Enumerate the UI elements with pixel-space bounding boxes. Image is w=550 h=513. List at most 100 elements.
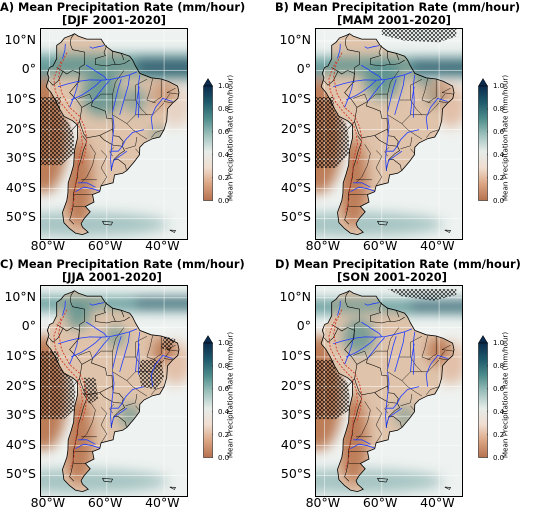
lat-tick-label: 20°S: [280, 120, 311, 136]
significance-hatching: [387, 289, 457, 301]
lon-tick-label: 60°W: [362, 238, 398, 253]
significance-hatching: [41, 97, 74, 166]
significance-hatching: [41, 351, 76, 420]
lon-tick-label: 40°W: [145, 495, 180, 510]
map-panel-c: C) Mean Precipitation Rate (mm/hour) [JJ…: [0, 257, 275, 513]
graticule: [41, 286, 187, 496]
lat-tick-label: 10°N: [4, 31, 36, 47]
colorbar-tick-label: 0.2: [493, 430, 505, 439]
significance-hatching: [316, 359, 350, 420]
colorbar-label: Mean Precipitation Rate (mm/hour): [500, 74, 510, 202]
colorbar-tick-label: 0.2: [218, 173, 230, 182]
lon-tick-label: 80°W: [30, 238, 66, 253]
rivers: [333, 43, 448, 193]
coastline: [320, 33, 455, 236]
colorbar-tick-label: 0.0: [218, 196, 230, 205]
coastline: [45, 33, 180, 236]
lon-tick-label: 80°W: [305, 495, 341, 510]
panel-title: B) Mean Precipitation Rate (mm/hour) [MA…: [275, 1, 545, 26]
lon-tick-label: 40°W: [420, 238, 455, 253]
lat-tick-label: 10°S: [280, 347, 311, 363]
lon-tick-label: 40°W: [145, 238, 180, 253]
panel-title: D) Mean Precipitation Rate (mm/hour) [SO…: [275, 258, 545, 283]
map-panel-b: B) Mean Precipitation Rate (mm/hour) [MA…: [275, 0, 550, 256]
colorbar-label: Mean Precipitation Rate (mm/hour): [225, 74, 235, 202]
precipitation-map: [315, 28, 463, 240]
lat-tick-label: 50°S: [280, 466, 311, 482]
lat-tick-label: 40°S: [5, 179, 36, 195]
title-line1: A) Mean Precipitation Rate (mm/hour): [0, 0, 246, 14]
rivers: [58, 300, 173, 450]
lat-tick-label: 0°: [21, 61, 36, 77]
title-line1: B) Mean Precipitation Rate (mm/hour): [275, 0, 521, 14]
lat-tick-label: 0°: [296, 61, 311, 77]
lat-tick-label: 40°S: [280, 179, 311, 195]
map-canvas: [41, 286, 187, 496]
lat-tick-label: 30°S: [280, 150, 311, 166]
colorbar-tick-label: 0.2: [218, 430, 230, 439]
precipitation-map: [40, 285, 188, 497]
colorbar-tick-label: 0.6: [493, 127, 505, 136]
colorbar-label: Mean Precipitation Rate (mm/hour): [500, 331, 510, 459]
significance-hatching: [83, 377, 99, 405]
precipitation-map: [315, 285, 463, 497]
rivers: [333, 300, 448, 450]
colorbar-tick-label: 0.8: [218, 104, 230, 113]
map-panel-d: D) Mean Precipitation Rate (mm/hour) [SO…: [275, 257, 550, 513]
colorbar-tick-label: 1.0: [493, 339, 505, 347]
colorbar-tick-label: 1.0: [218, 339, 230, 347]
panel-title: A) Mean Precipitation Rate (mm/hour) [DJ…: [0, 1, 270, 26]
panel-title: C) Mean Precipitation Rate (mm/hour) [JJ…: [0, 258, 270, 283]
lat-tick-label: 40°S: [5, 436, 36, 452]
lon-tick-label: 80°W: [30, 495, 66, 510]
colorbar-tick-label: 0.6: [218, 127, 230, 136]
colorbar-tick-label: 0.6: [493, 384, 505, 393]
colorbar-tick-label: 0.0: [218, 453, 230, 462]
andes-elevation-contour: [328, 309, 363, 470]
andes-elevation-contour: [53, 309, 88, 470]
colorbar-tick-label: 0.4: [218, 407, 230, 416]
lat-tick-label: 10°S: [5, 347, 36, 363]
colorbar-tick-label: 0.4: [493, 407, 505, 416]
lon-tick-label: 40°W: [420, 495, 455, 510]
colorbar-tick-label: 0.0: [493, 453, 505, 462]
lat-tick-label: 10°S: [5, 90, 36, 106]
significance-hatching: [316, 97, 349, 168]
rivers: [58, 43, 173, 193]
andes-elevation-contour: [328, 52, 363, 213]
colorbar: [478, 78, 488, 201]
lat-tick-label: 20°S: [5, 377, 36, 393]
colorbar: [203, 78, 213, 201]
title-line2: [SON 2001-2020]: [337, 269, 447, 284]
lat-tick-label: 10°N: [279, 288, 311, 304]
andes-elevation-contour: [53, 52, 88, 213]
lat-tick-label: 0°: [21, 318, 36, 334]
coastline: [45, 290, 180, 493]
title-line2: [JJA 2001-2020]: [62, 269, 162, 284]
lat-tick-label: 50°S: [5, 466, 36, 482]
lat-tick-label: 0°: [296, 318, 311, 334]
lon-tick-label: 60°W: [362, 495, 398, 510]
lat-tick-label: 50°S: [280, 209, 311, 225]
lat-tick-label: 20°S: [5, 120, 36, 136]
lon-tick-label: 60°W: [87, 238, 123, 253]
lat-tick-label: 30°S: [5, 407, 36, 423]
lat-tick-label: 10°S: [280, 90, 311, 106]
map-canvas: [316, 29, 462, 239]
colorbar-tick-label: 0.8: [493, 104, 505, 113]
coastline: [320, 290, 455, 493]
title-line1: D) Mean Precipitation Rate (mm/hour): [275, 257, 521, 271]
lat-tick-label: 20°S: [280, 377, 311, 393]
colorbar-tick-label: 0.6: [218, 384, 230, 393]
lat-tick-label: 30°S: [280, 407, 311, 423]
colorbar-label: Mean Precipitation Rate (mm/hour): [225, 331, 235, 459]
title-line1: C) Mean Precipitation Rate (mm/hour): [0, 257, 245, 271]
lat-tick-label: 40°S: [280, 436, 311, 452]
lon-tick-label: 80°W: [305, 238, 341, 253]
map-canvas: [316, 286, 462, 496]
significance-hatching: [381, 29, 457, 43]
lat-tick-label: 50°S: [5, 209, 36, 225]
map-canvas: [41, 29, 187, 239]
colorbar-tick-label: 1.0: [493, 82, 505, 90]
lat-tick-label: 10°N: [279, 31, 311, 47]
